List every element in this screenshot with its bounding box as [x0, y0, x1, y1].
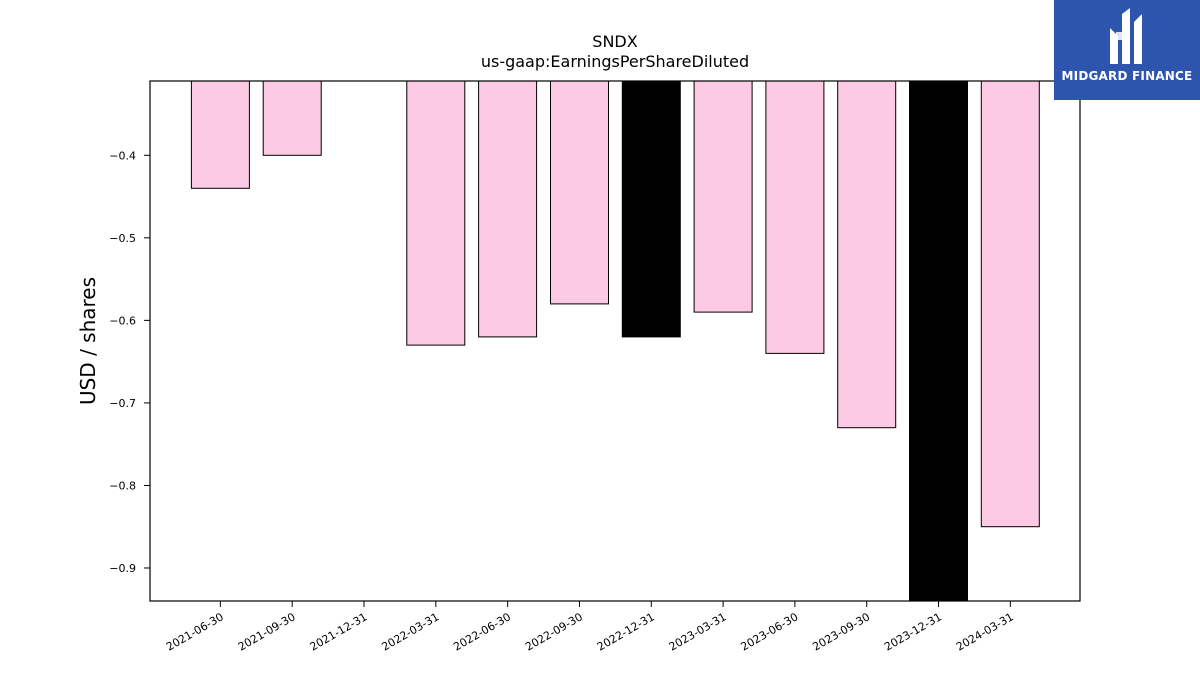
y-tick-label: −0.4 [109, 149, 136, 162]
x-axis: 2021-06-30 2021-09-30 2021-12-31 2022-03-31… [164, 601, 1016, 654]
x-tick-label: 2024-03-31 [954, 610, 1016, 653]
bar-2023-03-31 [693, 80, 753, 313]
x-tick-label: 2023-09-30 [810, 610, 872, 653]
plot-frame [149, 80, 1081, 602]
bar-2022-06-30 [478, 80, 538, 338]
bar-2022-09-30 [550, 80, 609, 305]
y-tick-label: −0.8 [109, 479, 136, 492]
bar-2023-12-31 [909, 80, 968, 602]
y-axis: −0.4 −0.5 −0.6 −0.7 −0.8 −0.9 [109, 149, 150, 575]
chart-title: SNDX [592, 32, 638, 51]
bar-2023-06-30 [765, 80, 825, 354]
bar-2023-09-30 [837, 80, 897, 429]
x-tick-label: 2021-12-31 [308, 610, 370, 653]
x-tick-label: 2022-06-30 [451, 610, 513, 653]
bar-2022-03-31 [406, 80, 466, 346]
chart-subtitle: us-gaap:EarningsPerShareDiluted [480, 52, 750, 71]
x-tick-label: 2021-06-30 [164, 610, 226, 653]
x-tick-label: 2021-09-30 [236, 610, 298, 653]
brand-logo: MIDGARD FINANCE [1054, 0, 1200, 100]
bar-2024-03-31 [980, 80, 1040, 528]
y-tick-label: −0.5 [109, 232, 136, 245]
x-tick-label: 2022-12-31 [595, 610, 657, 653]
bar-2021-06-30 [190, 80, 250, 189]
y-tick-label: −0.7 [109, 397, 136, 410]
x-tick-label: 2022-03-31 [379, 610, 441, 653]
bar-2022-12-31 [621, 80, 681, 338]
x-tick-label: 2023-03-31 [667, 610, 729, 653]
x-tick-label: 2023-06-30 [739, 610, 801, 653]
x-tick-label: 2022-09-30 [523, 610, 585, 653]
x-tick-label: 2023-12-31 [882, 610, 944, 653]
logo-text: MIDGARD FINANCE [1061, 69, 1193, 83]
bar-2021-09-30 [262, 80, 322, 156]
y-tick-label: −0.6 [109, 314, 136, 327]
midgard-logo-icon [1110, 8, 1142, 64]
y-axis-label: USD / shares [76, 276, 100, 406]
bars-group [190, 80, 1040, 602]
y-tick-label: −0.9 [109, 562, 136, 575]
